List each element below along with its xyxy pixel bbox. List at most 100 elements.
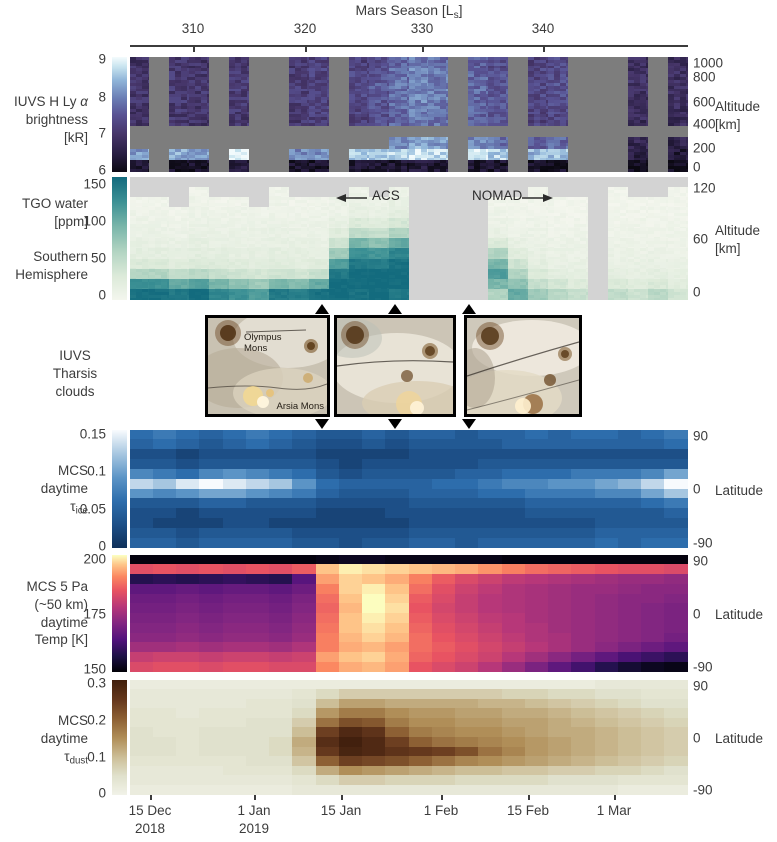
tharsis-panel-label: IUVS Tharsis clouds <box>20 347 130 400</box>
tick-label: 0 <box>693 284 701 300</box>
label-line: MCS <box>58 463 88 478</box>
arsia-mons-label: Arsia Mons <box>276 402 324 413</box>
tick-label: 0 <box>98 287 106 303</box>
tick-label: 0.1 <box>87 749 106 765</box>
label-line: IUVS H Ly α <box>14 94 88 109</box>
ice-heatmap <box>130 430 688 548</box>
date-tick-label: 1 Feb <box>423 803 459 818</box>
tick-label: 0 <box>693 481 701 497</box>
label-line: Tharsis <box>52 365 98 381</box>
tick-label: 0 <box>693 730 701 745</box>
top-axis-line <box>130 45 688 47</box>
water-altitude-axis-label: Altitude [km] <box>715 222 760 257</box>
bottom-date-axis: 15 Dec 2018 1 Jan 2019 15 Jan 1 Feb 15 Feb 1 Ma… <box>129 795 730 839</box>
tick-mark <box>305 47 307 52</box>
label-line: Hemisphere <box>15 267 88 283</box>
dust-latitude-axis-label: Latitude <box>715 730 763 748</box>
label-line: daytime <box>40 480 88 496</box>
nomad-annotation: NOMAD <box>472 188 523 203</box>
tick-label: 7 <box>98 125 106 141</box>
top-axis-ticks: 310 320 330 340 <box>130 21 688 53</box>
tick-label: 150 <box>83 176 106 192</box>
lyman-colorbar-ticks: 9 8 7 6 <box>56 52 106 178</box>
tick-label: 600 <box>693 94 716 110</box>
label-line: Latitude <box>715 483 764 498</box>
dust-heatmap <box>130 680 688 795</box>
label-line: clouds <box>55 383 95 399</box>
label-line: Southern <box>33 249 88 265</box>
tick-label: 8 <box>98 89 106 105</box>
label-line: [km] <box>715 240 741 256</box>
tick-label: 0 <box>98 785 106 801</box>
lyman-colorbar <box>112 57 127 172</box>
ice-colorbar-ticks: 0.15 0.1 0.05 0 <box>56 426 106 554</box>
dust-latitude-ticks: 90 0 -90 <box>693 678 737 798</box>
ice-latitude-ticks: 90 0 -90 <box>693 428 737 550</box>
tick-label: 90 <box>693 678 709 694</box>
water-heatmap <box>130 177 688 300</box>
date-tick-label: 15 Feb <box>506 803 550 818</box>
nomad-right-arrow-icon <box>521 190 553 208</box>
label-line: daytime <box>40 730 88 746</box>
tick-label: 50 <box>90 250 106 266</box>
label-line: MCS 5 Pa <box>26 579 88 594</box>
tick-label: 120 <box>693 180 716 196</box>
tick-label: 0.15 <box>79 426 106 442</box>
water-altitude-ticks: 120 60 0 <box>693 177 737 300</box>
label-line: [ppm] <box>54 213 88 229</box>
lyman-heatmap <box>130 57 688 172</box>
lyman-panel-label: IUVS H Ly α brightness [kR] <box>0 93 88 146</box>
label-line: Altitude <box>715 99 761 114</box>
label-line: Olympus <box>244 332 282 343</box>
label-line: brightness <box>25 111 88 127</box>
tick-label: 330 <box>410 21 434 36</box>
tick-label: -90 <box>693 782 713 798</box>
top-axis-title: Mars Season [Ls] <box>130 2 688 21</box>
label-line: [km] <box>715 116 741 132</box>
temp-heatmap <box>130 555 688 672</box>
tick-label: 60 <box>693 231 709 246</box>
date-tick-label: 1 Mar <box>596 803 632 818</box>
label-line: Latitude <box>715 731 764 746</box>
tick-label: 150 <box>83 661 106 677</box>
ice-panel-label: MCS daytime τice <box>0 462 88 518</box>
water-colorbar <box>112 177 127 300</box>
label-line: (~50 km) <box>34 596 88 612</box>
label-line: Mars Season [Ls] <box>355 2 463 21</box>
tick-label: 310 <box>181 21 205 36</box>
label-line: Arsia Mons <box>276 401 324 413</box>
tick-label: 1000 <box>693 55 724 71</box>
image1-date-marker-down-icon <box>315 419 329 429</box>
label-line: Altitude <box>715 223 761 238</box>
temp-latitude-ticks: 90 0 -90 <box>693 553 737 675</box>
ice-latitude-axis-label: Latitude <box>715 482 763 500</box>
tick-mark <box>341 795 343 800</box>
tick-mark <box>150 795 152 800</box>
temp-colorbar <box>112 555 127 672</box>
water-colorbar-ticks: 150 100 50 0 <box>56 176 106 303</box>
tick-label: 200 <box>693 140 716 156</box>
tick-label: 90 <box>693 428 709 444</box>
dust-colorbar <box>112 680 127 795</box>
tick-mark <box>614 795 616 800</box>
label-line: MCS <box>58 713 88 728</box>
tharsis-image-1: Olympus Mons Arsia Mons <box>205 315 330 417</box>
acs-left-arrow-icon <box>336 190 368 208</box>
tick-label: 0.05 <box>79 501 106 517</box>
tharsis-image-3 <box>464 315 582 417</box>
tick-mark <box>422 47 424 52</box>
lyman-altitude-ticks: 1000 800 600 400 200 0 <box>693 55 737 175</box>
image3-date-marker-down-icon <box>462 419 476 429</box>
tick-label: 0.2 <box>87 712 106 728</box>
tick-label: 0 <box>693 159 701 175</box>
tick-label: 9 <box>98 51 106 67</box>
label-line: Latitude <box>715 607 764 622</box>
tick-label: -90 <box>693 659 713 675</box>
tharsis-image-2 <box>334 315 456 417</box>
tick-label: 800 <box>693 69 716 85</box>
dust-panel-label: MCS daytime τdust <box>0 712 88 768</box>
tick-mark <box>193 47 195 52</box>
tick-label: 90 <box>693 553 709 569</box>
tick-label: 340 <box>531 21 555 36</box>
